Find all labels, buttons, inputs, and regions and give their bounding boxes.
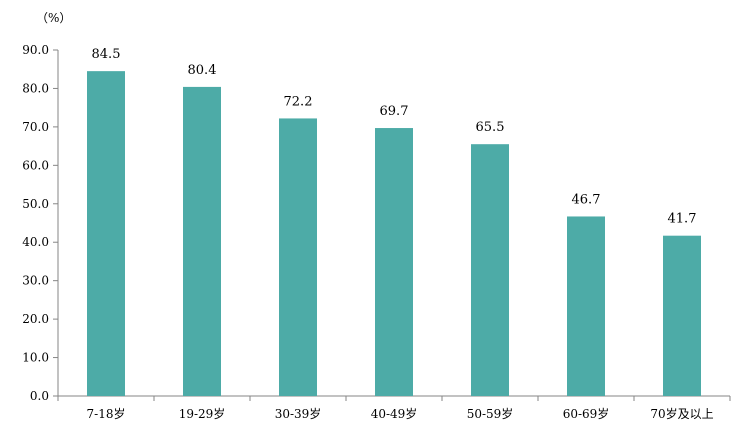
bar <box>567 216 605 396</box>
bar <box>87 71 125 397</box>
y-tick-label: 80.0 <box>22 81 49 95</box>
category-labels: 7-18岁 19-29岁 30-39岁 40-49岁 50-59岁 60-69岁 70岁及以… <box>87 406 714 421</box>
data-label: 80.4 <box>188 63 217 78</box>
data-label: 84.5 <box>92 47 121 62</box>
data-label: 69.7 <box>380 104 409 119</box>
bar-series <box>87 71 701 397</box>
y-axis: 0.0 10.0 20.0 30.0 40.0 50.0 60.0 70.0 80.0 90.0 <box>22 43 59 403</box>
bar <box>279 118 317 396</box>
y-tick-label: 30.0 <box>22 274 49 288</box>
x-tick-label: 30-39岁 <box>275 406 322 421</box>
bar <box>471 144 509 396</box>
y-axis-unit-label: （%） <box>36 11 71 25</box>
bar <box>375 128 413 396</box>
y-tick-label: 0.0 <box>30 389 49 403</box>
bar <box>663 235 701 396</box>
y-tick-label: 90.0 <box>22 43 49 57</box>
data-labels: 84.5 80.4 72.2 69.7 65.5 46.7 41.7 <box>92 47 697 227</box>
y-tick-label: 10.0 <box>22 351 49 365</box>
data-label: 46.7 <box>572 192 601 207</box>
y-tick-label: 20.0 <box>22 312 49 326</box>
data-label: 65.5 <box>476 120 505 135</box>
x-tick-label: 40-49岁 <box>371 406 418 421</box>
y-tick-label: 60.0 <box>22 158 49 172</box>
data-label: 72.2 <box>284 94 313 109</box>
x-tick-label: 70岁及以上 <box>650 406 713 421</box>
x-tick-label: 50-59岁 <box>467 406 514 421</box>
x-tick-label: 7-18岁 <box>87 406 126 421</box>
x-axis <box>57 395 731 401</box>
y-tick-label: 50.0 <box>22 197 49 211</box>
x-tick-label: 19-29岁 <box>179 406 226 421</box>
y-tick-label: 70.0 <box>22 120 49 134</box>
bar <box>183 86 221 396</box>
x-tick-label: 60-69岁 <box>563 406 610 421</box>
y-tick-label: 40.0 <box>22 235 49 249</box>
data-label: 41.7 <box>668 212 697 227</box>
